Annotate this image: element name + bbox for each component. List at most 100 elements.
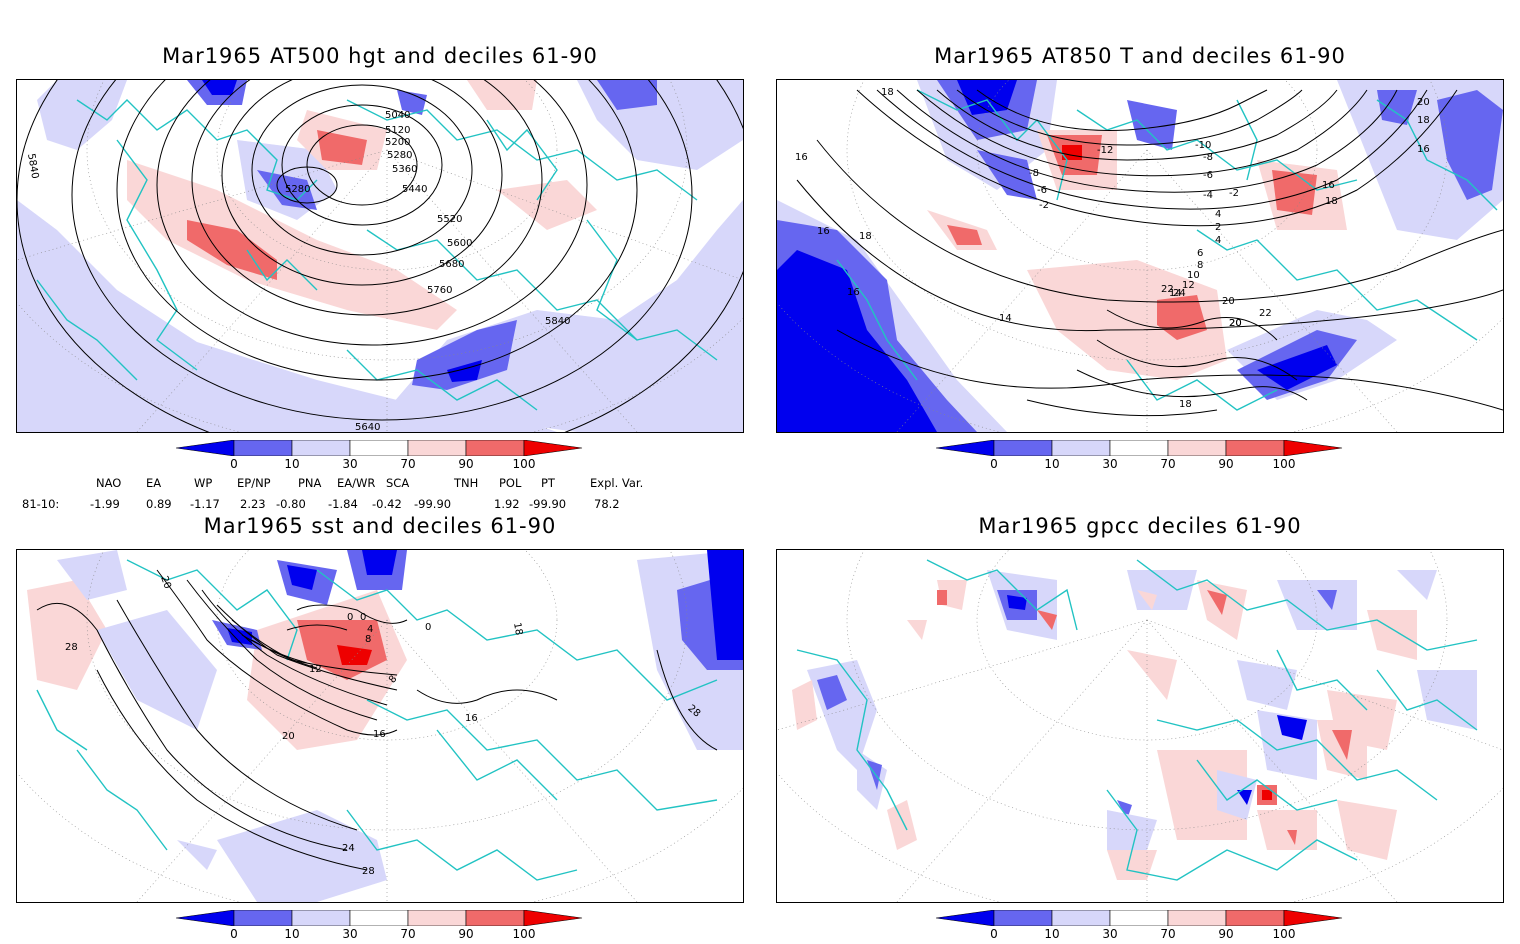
colorbar-top-left: 0 10 30 70 90 100 bbox=[176, 440, 596, 474]
contour-label: 0 bbox=[347, 612, 353, 623]
contour-label: 5640 bbox=[355, 422, 380, 432]
anomaly-region-red-mid bbox=[317, 130, 367, 165]
anomaly-region-blue-light bbox=[57, 550, 127, 600]
anomaly-region-red-light bbox=[497, 180, 597, 230]
contour-label: 5760 bbox=[427, 285, 452, 296]
contour-labels: 5040 5120 5200 5280 5360 5280 5440 5520 … bbox=[25, 110, 570, 432]
contour-label: 18 bbox=[1179, 399, 1192, 410]
panel-title-t850: Mar1965 AT850 T and deciles 61-90 bbox=[934, 44, 1346, 68]
contour-label: -4 bbox=[1203, 190, 1213, 201]
contour-label: 2 bbox=[1215, 222, 1221, 233]
anomaly-region-red-light bbox=[467, 80, 537, 110]
contour-label: 16 bbox=[465, 713, 478, 724]
contour-label: -2 bbox=[1229, 188, 1239, 199]
contour-label: 16 bbox=[1322, 180, 1335, 191]
contour-label: -6 bbox=[1203, 170, 1213, 181]
map-panel-sst: 20 28 0 0 4 8 12 16 16 20 24 28 28 8 0 1… bbox=[16, 549, 744, 903]
colorbar-label: 30 bbox=[1102, 457, 1118, 471]
colorbar-label: 10 bbox=[1044, 927, 1060, 941]
index-value: -0.80 bbox=[276, 497, 306, 511]
anomaly-region-blue-light bbox=[177, 840, 217, 870]
contour-label: -6 bbox=[1037, 185, 1047, 196]
index-header: POL bbox=[499, 476, 522, 490]
anomaly-region-blue-dark bbox=[202, 80, 237, 95]
index-value: 1.92 bbox=[494, 497, 520, 511]
contour-label: 16 bbox=[795, 152, 808, 163]
contour-label: 20 bbox=[158, 575, 173, 591]
index-value: -0.42 bbox=[372, 497, 402, 511]
contour-label: 8 bbox=[1197, 260, 1203, 271]
colorbar-label: 100 bbox=[1272, 927, 1296, 941]
colorbar-label: 90 bbox=[458, 457, 474, 471]
contour-label: 5840 bbox=[25, 153, 40, 180]
contour-label: 20 bbox=[282, 731, 295, 742]
index-value: -1.84 bbox=[328, 497, 358, 511]
colorbar-bottom-left: 0 10 30 70 90 100 bbox=[176, 910, 596, 944]
graticule bbox=[17, 550, 743, 902]
anomaly-region-blue-dark bbox=[362, 550, 397, 575]
graticule bbox=[777, 80, 1503, 432]
colorbar-label: 70 bbox=[1160, 927, 1176, 941]
index-header: EP/NP bbox=[237, 476, 271, 490]
colorbar-label: 90 bbox=[458, 927, 474, 941]
colorbar-label: 70 bbox=[1160, 457, 1176, 471]
index-header: TNH bbox=[454, 476, 479, 490]
contour-label: 5280 bbox=[387, 150, 412, 161]
index-value: -1.99 bbox=[90, 497, 120, 511]
anomaly-region-blue-light bbox=[37, 80, 127, 150]
contour-label: 20 bbox=[1229, 318, 1242, 329]
index-value: 78.2 bbox=[594, 497, 620, 511]
contour-label: 5840 bbox=[545, 316, 570, 327]
contour-label: 20 bbox=[1229, 318, 1242, 329]
panel-title-gpcc: Mar1965 gpcc deciles 61-90 bbox=[978, 514, 1302, 538]
contour-label: -10 bbox=[1195, 140, 1211, 151]
index-header: PT bbox=[541, 476, 555, 490]
index-header: PNA bbox=[298, 476, 322, 490]
anomaly-region-red-light bbox=[127, 160, 457, 330]
anomaly-region-red-light bbox=[1117, 330, 1147, 370]
contour-label: 16 bbox=[1417, 144, 1430, 155]
contour-label: 16 bbox=[817, 226, 830, 237]
contour-label: 14 bbox=[1169, 288, 1182, 299]
anomaly-region-red-mid bbox=[947, 225, 982, 245]
colorbar-label: 0 bbox=[230, 457, 238, 471]
colorbar-label: 70 bbox=[400, 457, 416, 471]
contour-label: 5600 bbox=[447, 238, 472, 249]
contour-label: -8 bbox=[1203, 152, 1213, 163]
anomaly-region-blue-dark bbox=[287, 565, 317, 590]
colorbar-label: 90 bbox=[1218, 927, 1234, 941]
colorbar-label: 100 bbox=[512, 457, 536, 471]
map-panel-hgt500: 5040 5120 5200 5280 5360 5280 5440 5520 … bbox=[16, 79, 744, 433]
contour-label: 6 bbox=[1197, 248, 1203, 259]
anomaly-region-blue-dark bbox=[1257, 345, 1337, 390]
index-header: Expl. Var. bbox=[590, 476, 644, 490]
anomaly-region-blue-mid bbox=[397, 90, 427, 115]
index-header: EA bbox=[146, 476, 162, 490]
coastline bbox=[36, 559, 718, 881]
graticule bbox=[17, 80, 743, 432]
contour-labels: 20 28 0 0 4 8 12 16 16 20 24 28 28 8 0 1… bbox=[65, 575, 702, 877]
contour-label: 8 bbox=[365, 634, 371, 645]
colorbar-label: 100 bbox=[512, 927, 536, 941]
index-header: SCA bbox=[386, 476, 410, 490]
colorbar-label: 10 bbox=[284, 457, 300, 471]
contour-label: 22 bbox=[1259, 308, 1272, 319]
contour-label: 8 bbox=[387, 674, 400, 686]
colorbar-label: 70 bbox=[400, 927, 416, 941]
anomaly-region-blue-light bbox=[577, 80, 743, 170]
contour-label: 5120 bbox=[385, 125, 410, 136]
contour-label: 28 bbox=[362, 866, 375, 877]
contour-label: 12 bbox=[309, 664, 322, 675]
contour-label: 5440 bbox=[402, 184, 427, 195]
contour-label: 18 bbox=[881, 87, 894, 98]
height-contours bbox=[17, 80, 743, 432]
anomaly-region-red-mid bbox=[1272, 170, 1317, 215]
anomaly-region-blue-mid bbox=[1127, 100, 1177, 150]
index-value: -99.90 bbox=[529, 497, 567, 511]
colorbar-label: 10 bbox=[284, 927, 300, 941]
contour-label: 24 bbox=[342, 843, 355, 854]
contour-label: 0 bbox=[425, 622, 431, 633]
contour-label: -8 bbox=[1029, 168, 1039, 179]
contour-label: -2 bbox=[1039, 200, 1049, 211]
contour-label: 4 bbox=[367, 624, 373, 635]
